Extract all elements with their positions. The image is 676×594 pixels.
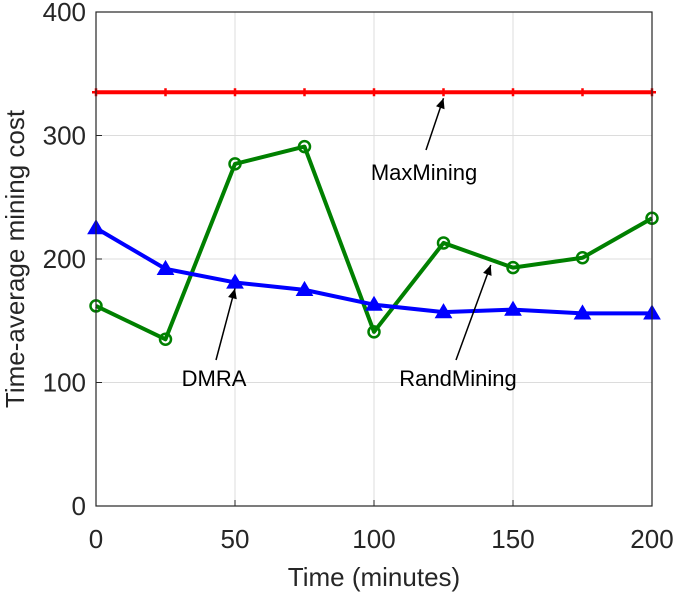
annotation-arrow-dmra <box>215 288 236 361</box>
data-point-maxmining <box>509 88 517 97</box>
data-point-randmining <box>575 251 590 265</box>
y-tick-label: 200 <box>43 244 86 274</box>
data-point-randmining <box>228 157 242 171</box>
data-point-randmining <box>436 236 451 250</box>
data-point-maxmining <box>161 88 170 97</box>
tick-labels: 0 50 100 150 200 0 100 200 300 400 <box>43 0 674 554</box>
data-point-dmra <box>573 304 592 320</box>
annotations: MaxMining RandMining DMRA <box>182 98 517 391</box>
data-point-dmra <box>156 259 175 275</box>
data-point-randmining <box>506 260 520 275</box>
y-tick-label: 300 <box>43 121 86 151</box>
series-layer <box>87 88 661 347</box>
data-point-maxmining <box>300 88 309 97</box>
data-point-dmra <box>365 295 383 311</box>
annotation-randmining: RandMining <box>399 366 516 391</box>
y-axis-label: Time-average mining cost <box>0 109 30 408</box>
annotation-maxmining: MaxMining <box>371 160 477 185</box>
y-tick-label: 0 <box>72 491 86 521</box>
data-point-maxmining <box>439 88 448 97</box>
annotation-arrowhead-dmra <box>228 288 237 300</box>
y-tick-label: 100 <box>43 368 86 398</box>
x-tick-label: 200 <box>630 524 673 554</box>
x-tick-label: 50 <box>221 524 250 554</box>
data-point-randmining <box>297 139 312 154</box>
x-tick-label: 150 <box>491 524 534 554</box>
data-point-maxmining <box>231 88 239 97</box>
y-tick-label: 400 <box>43 0 86 27</box>
data-point-randmining <box>367 325 381 339</box>
data-point-dmra <box>434 303 453 319</box>
series-line-randmining <box>95 144 653 342</box>
annotation-arrow-randmining <box>455 264 492 361</box>
x-tick-label: 0 <box>89 524 103 554</box>
data-point-dmra <box>504 300 522 316</box>
data-point-maxmining <box>578 88 587 97</box>
data-point-dmra <box>226 273 244 289</box>
data-point-maxmining <box>370 88 378 97</box>
annotation-arrowhead-maxmining <box>436 98 445 110</box>
data-point-randmining <box>158 332 173 347</box>
data-point-dmra <box>295 280 314 296</box>
x-tick-label: 100 <box>352 524 395 554</box>
x-axis-label: Time (minutes) <box>288 562 460 592</box>
annotation-dmra: DMRA <box>182 366 247 391</box>
annotation-arrowhead-randmining <box>483 265 492 276</box>
